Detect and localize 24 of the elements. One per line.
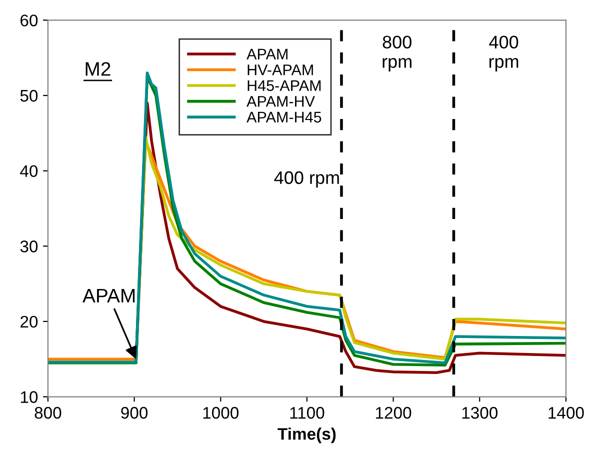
annotation: M2	[86, 62, 110, 76]
y-tick-label: 30	[20, 240, 38, 252]
legend-label: APAM-H45	[246, 112, 322, 123]
x-tick-label: 900	[121, 406, 148, 419]
y-tick-label: 20	[20, 316, 38, 328]
legend-label: HV-APAM	[248, 64, 313, 76]
annotation: 400 rpm	[489, 36, 518, 72]
x-tick-label: 1300	[462, 406, 498, 419]
annotation: 800 rpm	[382, 36, 412, 72]
y-tick-label: 40	[20, 165, 38, 178]
x-tick-label: 800	[34, 406, 62, 419]
annotation: APAM	[82, 288, 135, 302]
legend-label: APAM-HV	[246, 96, 315, 107]
legend-label: H45-APAM	[248, 80, 321, 92]
x-tick-label: 1100	[290, 406, 324, 419]
legend-label: APAM	[246, 48, 288, 60]
x-tick-label: 1000	[203, 406, 239, 419]
annotation: 400 rpm	[274, 171, 339, 188]
x-axis-title: Time(s)	[278, 428, 336, 444]
y-tick-label: 60	[20, 14, 38, 26]
y-tick-label: 10	[20, 391, 38, 403]
x-tick-label: 1400	[548, 406, 584, 419]
x-tick-label: 1200	[376, 406, 412, 419]
y-tick-label: 50	[20, 90, 38, 102]
